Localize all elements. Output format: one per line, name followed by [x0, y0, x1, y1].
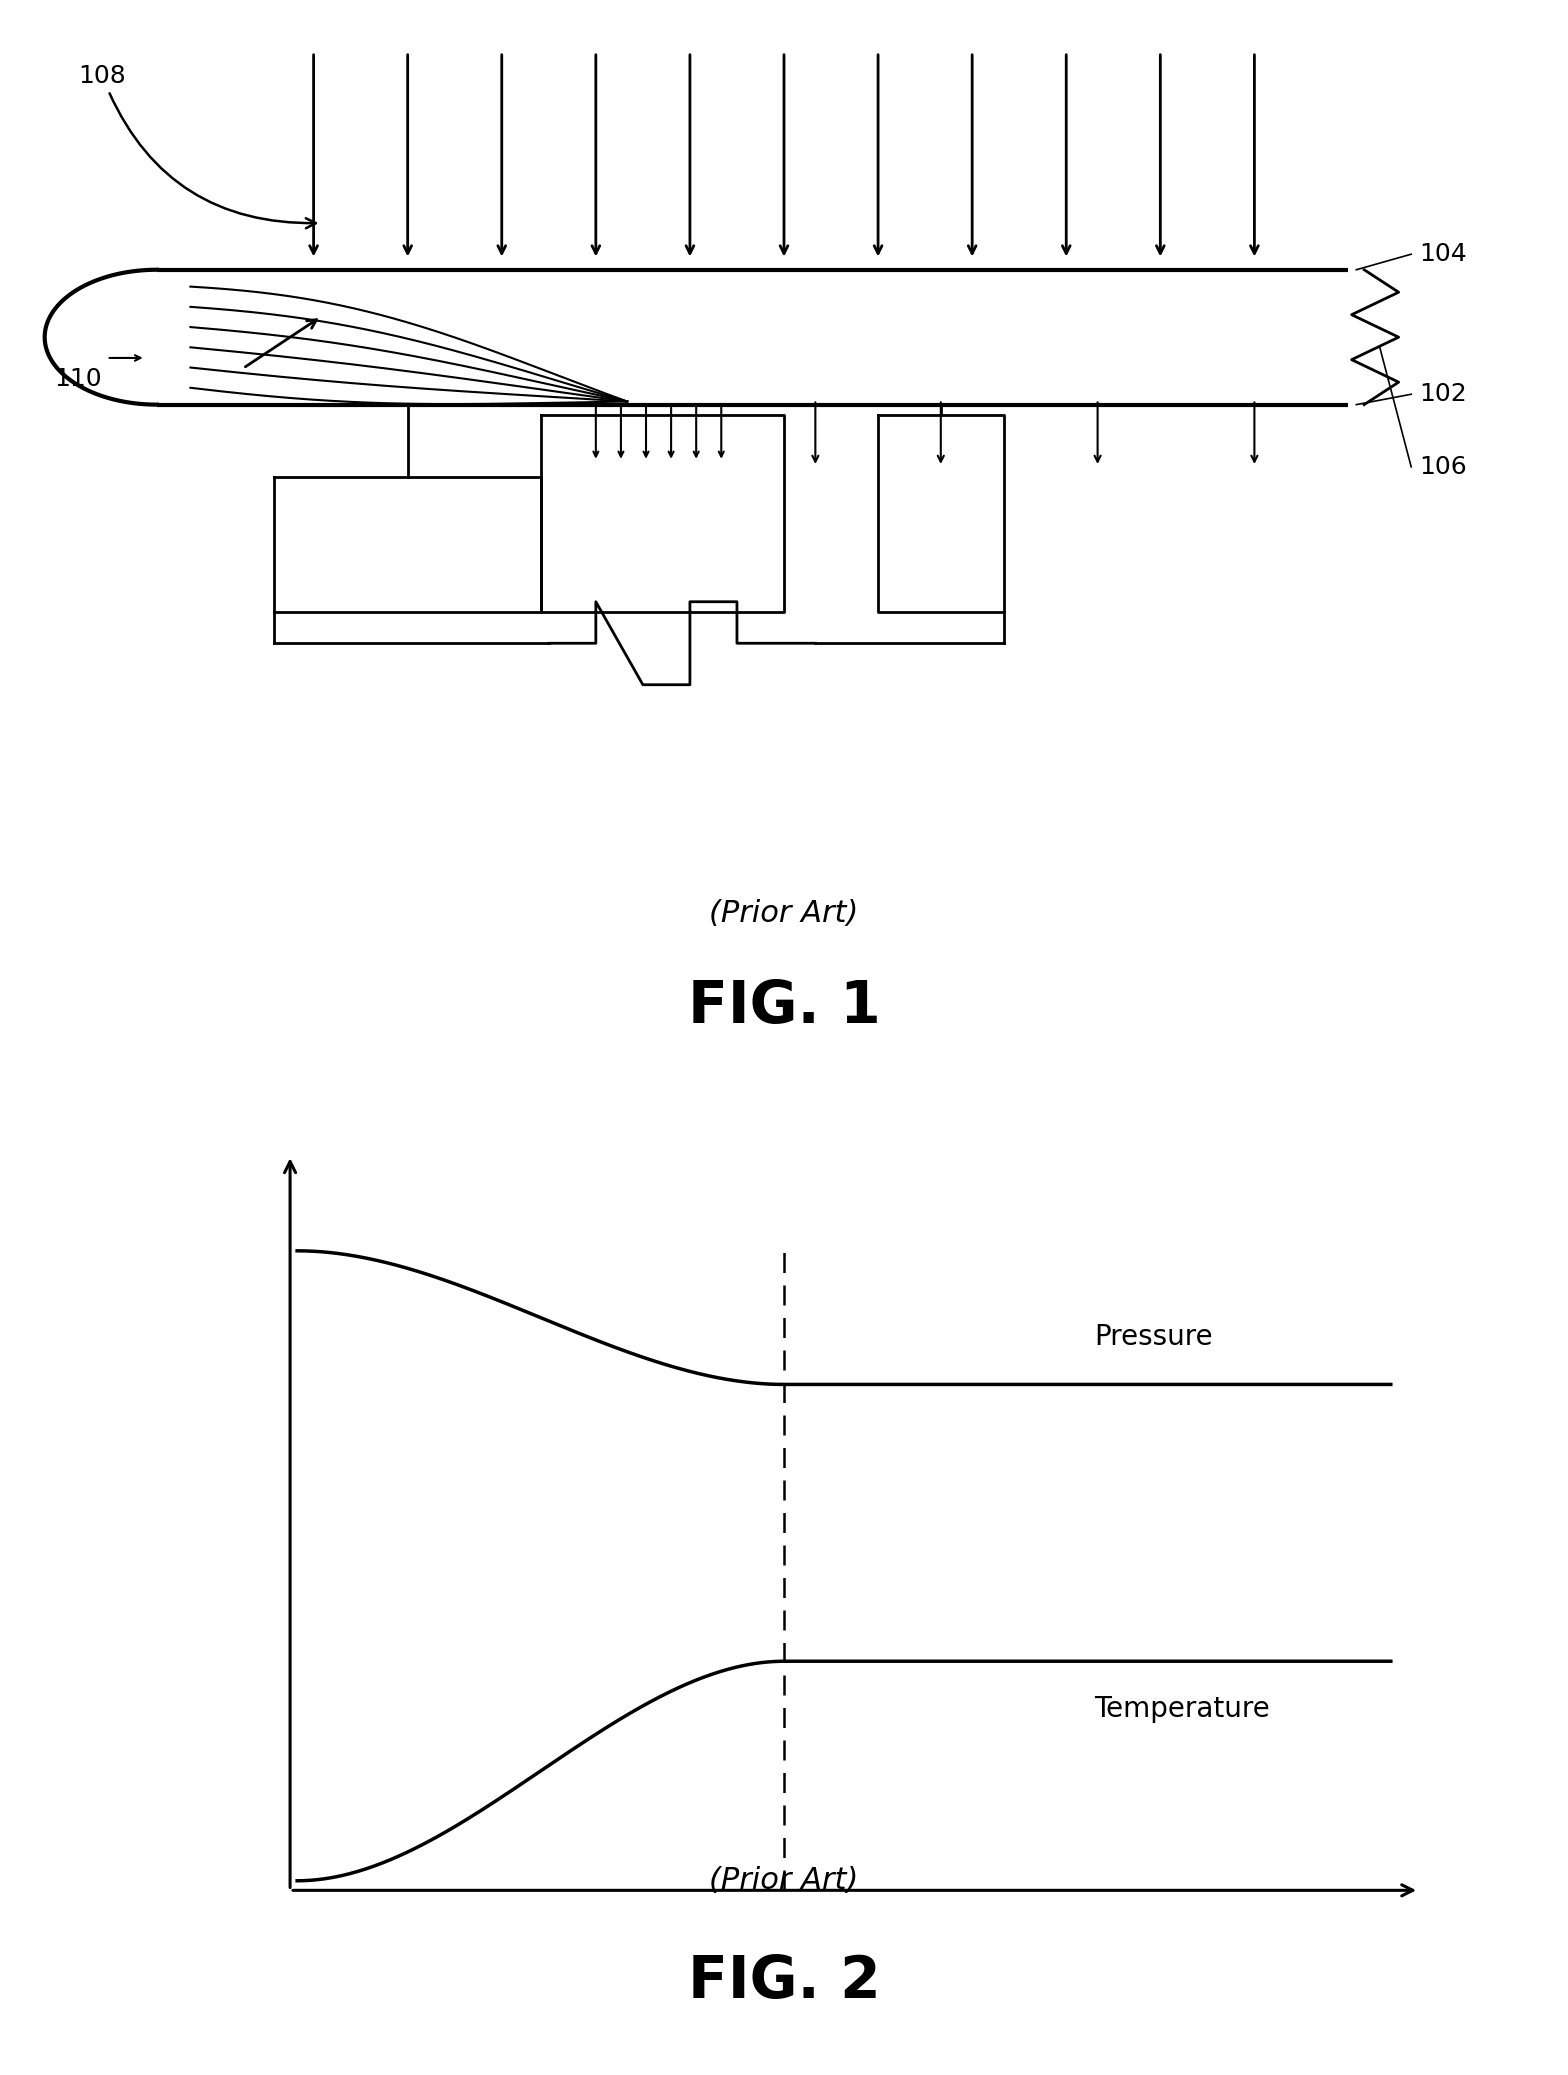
Text: Pressure: Pressure: [1094, 1322, 1214, 1351]
Text: 110: 110: [55, 367, 102, 390]
Text: 102: 102: [1419, 382, 1466, 407]
Text: (Prior Art): (Prior Art): [709, 1865, 859, 1894]
Text: 106: 106: [1419, 454, 1466, 479]
Text: 104: 104: [1419, 243, 1466, 266]
Text: FIG. 2: FIG. 2: [688, 1953, 880, 2009]
Text: FIG. 1: FIG. 1: [688, 977, 880, 1035]
Text: (Prior Art): (Prior Art): [709, 898, 859, 928]
Text: Temperature: Temperature: [1094, 1695, 1270, 1722]
Text: 108: 108: [78, 64, 315, 228]
